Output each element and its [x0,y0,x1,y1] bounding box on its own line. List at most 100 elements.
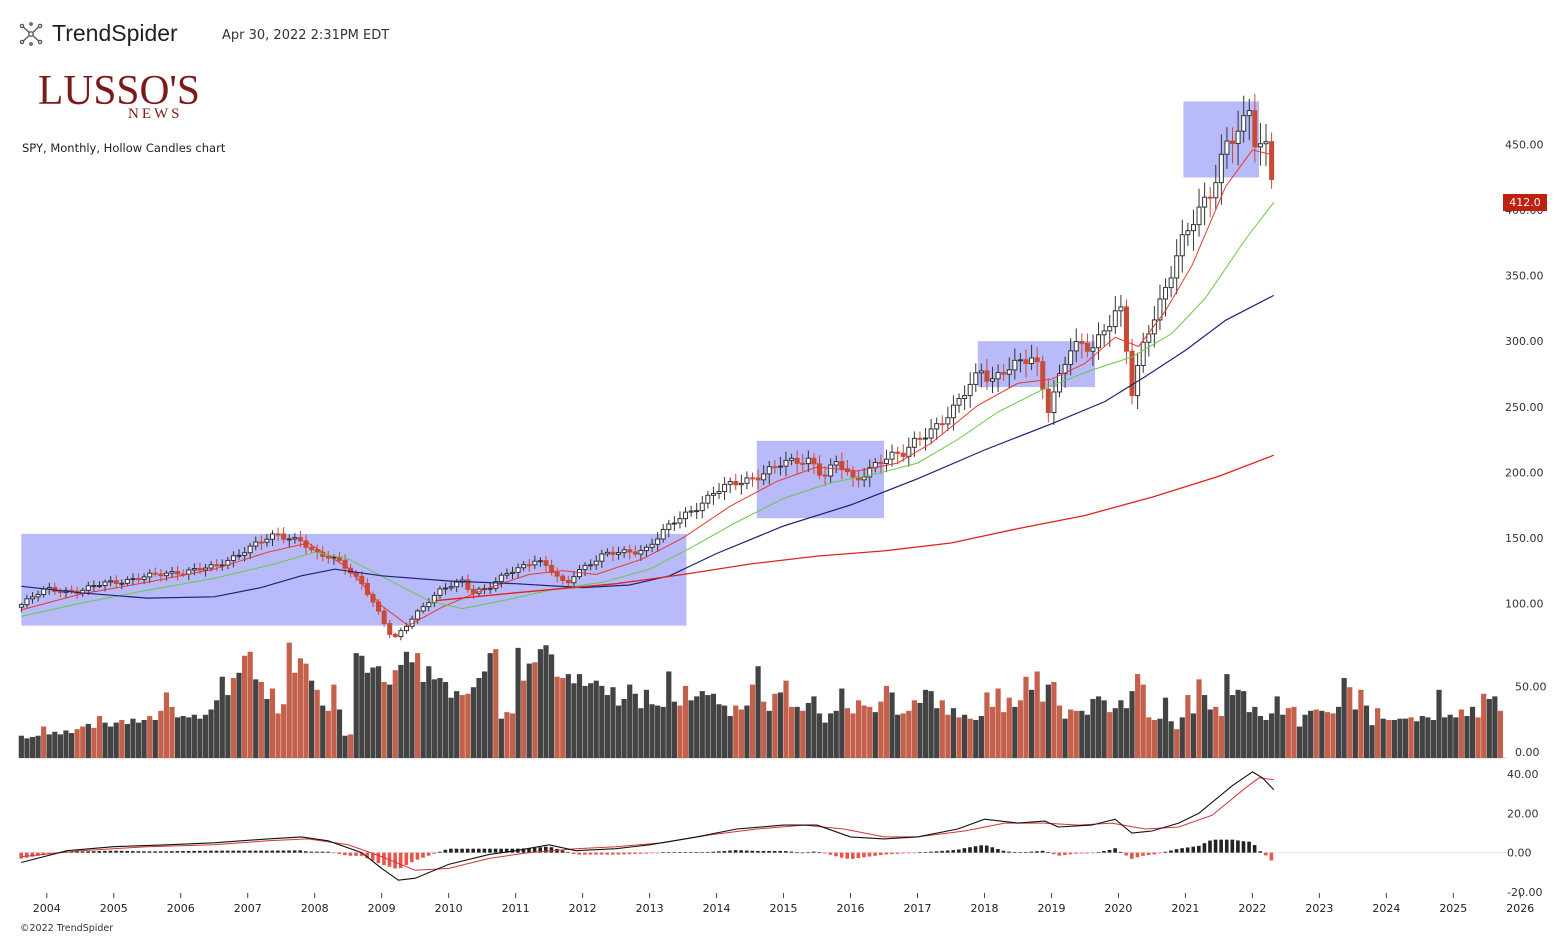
volume-bar [844,708,850,758]
candle-body [281,533,287,540]
volume-bar [1380,718,1386,758]
macd-histogram-bar [30,852,35,857]
candle-body [169,571,175,574]
volume-bar [465,693,471,758]
volume-bar [638,708,644,758]
x-axis-label: 2012 [569,902,597,915]
volume-bar [437,678,443,758]
volume-bar [727,716,733,758]
macd-histogram-bar [320,851,325,853]
macd-histogram-bar [878,852,883,856]
macd-histogram-bar [901,852,905,854]
macd-histogram-bar [1035,851,1039,853]
macd-histogram-bar [331,852,336,854]
volume-bar [403,651,410,758]
volume-bar [1123,708,1130,758]
volume-bar [1207,709,1213,758]
candle-body [465,579,471,590]
volume-bar [934,708,940,758]
candle-body [415,610,421,620]
macd-histogram-bar [839,852,844,858]
volume-bar [978,716,984,758]
macd-histogram-bar [108,850,113,853]
volume-bar [1246,712,1252,758]
brand-header: TrendSpider [18,20,178,47]
volume-bar [18,735,24,758]
candle-body [1112,310,1118,328]
volume-bar [548,654,555,758]
volume-bars-group [18,642,1504,758]
macd-histogram-bar [415,852,420,860]
volume-bar [1386,719,1392,758]
volume-bar [152,719,158,758]
macd-histogram-bar [666,852,671,853]
macd-histogram-bar [259,850,263,853]
volume-bar [604,695,610,758]
volume-bar [454,691,460,758]
macd-histogram-bar [828,852,833,855]
volume-bar [1129,691,1135,758]
macd-histogram-bar [1230,839,1235,853]
volume-bar [493,649,499,758]
candle-body [57,590,63,593]
candle-body [1001,372,1007,375]
volume-bar [24,738,30,758]
macd-histogram-bar [432,852,436,854]
macd-histogram-bar [895,852,900,854]
volume-bar [643,689,650,758]
macd-histogram-bar [1012,852,1017,853]
volume-bar [521,680,527,758]
macd-axis-label: -20.00 [1507,886,1542,899]
macd-histogram-bar [655,852,660,854]
macd-histogram-bar [756,850,760,853]
volume-bar [292,672,298,758]
macd-axis-label: 20.00 [1507,807,1539,820]
candle-body [1023,359,1029,365]
candle-body [1096,334,1102,349]
macd-histogram-bar [142,851,146,853]
candle-body [247,545,253,554]
x-axis-label: 2005 [100,902,128,915]
macd-histogram-bar [1146,852,1151,856]
macd-histogram-bar [583,852,587,855]
candle-body [850,471,856,478]
volume-bar [710,693,717,758]
candle-body [1045,388,1051,414]
macd-histogram-bar [181,851,185,853]
candle-body [990,378,996,382]
volume-bar [973,719,979,758]
macd-histogram-bar [292,850,297,853]
candle-body [230,555,236,561]
candle-body [616,552,622,555]
macd-histogram-bar [370,852,375,861]
volume-bar [872,712,878,758]
macd-histogram-bar [393,852,397,869]
macd-histogram-bar [170,851,174,853]
volume-bar [839,688,845,758]
macd-histogram-bar [1258,851,1263,853]
macd-histogram-bar [605,852,609,855]
volume-bar [208,709,214,758]
macd-histogram-bar [577,852,582,855]
volume-bar [984,692,990,758]
candle-body [772,466,778,469]
candle-body [727,481,733,485]
volume-bar [950,708,957,758]
macd-histogram-bar [929,851,933,853]
macd-histogram-bar [482,848,487,853]
volume-bar [348,734,354,758]
volume-bar [1095,696,1102,758]
macd-histogram-bar [744,850,749,853]
macd-histogram-bar [1046,852,1050,853]
volume-bar [113,722,119,758]
candle-body [175,571,181,575]
macd-histogram-bar [784,851,788,853]
candle-body [755,477,761,481]
macd-histogram-bar [705,852,710,853]
candle-body [738,482,744,486]
macd-histogram-bar [298,850,303,853]
x-axis-label: 2007 [234,902,262,915]
candle-body [1179,234,1185,257]
candle-body [426,602,432,608]
